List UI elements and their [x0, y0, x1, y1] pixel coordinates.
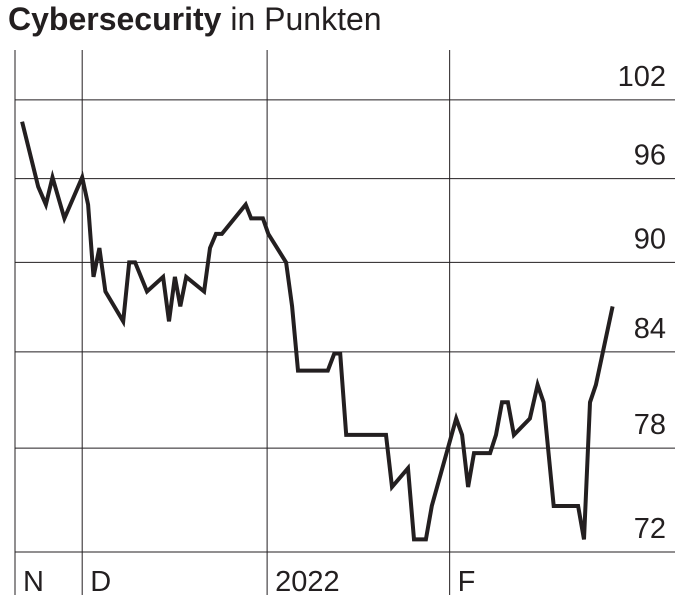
chart-title-line: Cybersecurity in Punkten: [8, 1, 382, 37]
chart-subtitle: in Punkten: [230, 1, 381, 37]
y-tick-label: 90: [634, 223, 666, 255]
line-series: [20, 121, 615, 542]
y-tick-label: 72: [634, 513, 666, 545]
x-tick-label: F: [458, 566, 476, 598]
x-tick-label: 2022: [275, 566, 340, 598]
x-tick-label: D: [90, 566, 111, 598]
chart-title: Cybersecurity: [8, 1, 222, 37]
y-tick-label: 102: [618, 61, 666, 93]
y-tick-label: 78: [634, 409, 666, 441]
y-tick-label: 96: [634, 140, 666, 172]
x-tick-label: N: [23, 566, 44, 598]
y-tick-label: 84: [634, 313, 666, 345]
